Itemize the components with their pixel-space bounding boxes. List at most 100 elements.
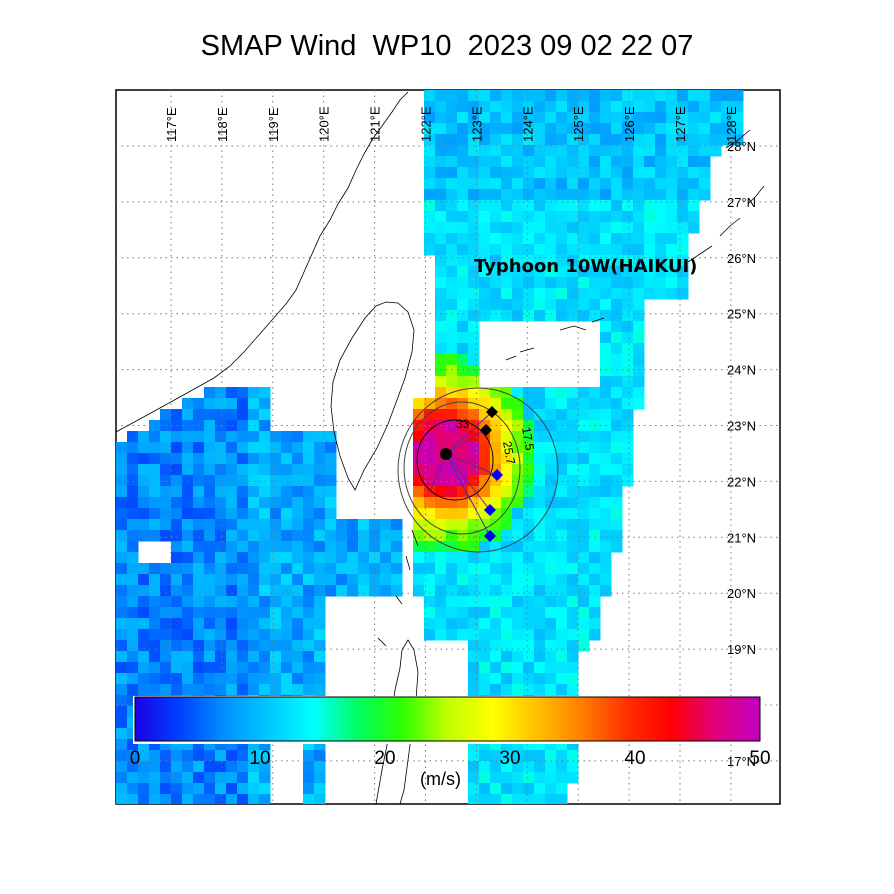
wind-cell	[468, 563, 480, 575]
wind-cell	[479, 618, 491, 630]
wind-cell	[468, 134, 480, 146]
wind-cell	[435, 585, 447, 597]
wind-cell	[611, 497, 623, 509]
wind-cell	[556, 772, 568, 784]
wind-cell	[457, 409, 469, 421]
wind-cell	[204, 530, 216, 542]
wind-cell	[303, 442, 315, 454]
wind-cell	[479, 222, 491, 234]
wind-cell	[193, 486, 205, 498]
wind-cell	[589, 453, 601, 465]
wind-cell	[248, 442, 260, 454]
wind-cell	[622, 123, 634, 135]
wind-cell	[160, 640, 172, 652]
wind-cell	[314, 585, 326, 597]
wind-cell	[303, 453, 315, 465]
wind-cell	[193, 475, 205, 487]
wind-cell	[160, 486, 172, 498]
wind-cell	[600, 321, 612, 333]
wind-cell	[391, 519, 403, 531]
wind-cell	[534, 794, 546, 804]
wind-cell	[490, 563, 502, 575]
wind-cell	[193, 684, 205, 696]
wind-cell	[435, 475, 447, 487]
wind-cell	[622, 156, 634, 168]
wind-cell	[160, 596, 172, 608]
wind-cell	[501, 640, 513, 652]
wind-cell	[215, 387, 227, 399]
wind-cell	[193, 761, 205, 773]
wind-cell	[534, 134, 546, 146]
wind-cell	[457, 519, 469, 531]
longitude-label: 123°E	[469, 106, 484, 142]
wind-cell	[215, 552, 227, 564]
wind-cell	[589, 299, 601, 311]
wind-cell	[160, 519, 172, 531]
wind-cell	[116, 684, 128, 696]
wind-cell	[677, 156, 689, 168]
wind-cell	[688, 156, 700, 168]
wind-cell	[556, 112, 568, 124]
wind-cell	[259, 673, 271, 685]
wind-cell	[226, 387, 238, 399]
wind-cell	[523, 783, 535, 795]
wind-cell	[490, 255, 502, 267]
radii-spokes	[429, 411, 498, 537]
wind-cell	[226, 662, 238, 674]
wind-cell	[182, 552, 194, 564]
wind-cell	[127, 486, 139, 498]
wind-cell	[292, 475, 304, 487]
wind-cell	[633, 398, 645, 410]
wind-cell	[534, 398, 546, 410]
wind-cell	[578, 574, 590, 586]
wind-cell	[215, 442, 227, 454]
wind-cell	[248, 651, 260, 663]
wind-cell	[446, 112, 458, 124]
wind-cell	[512, 629, 524, 641]
wind-cell	[435, 453, 447, 465]
wind-cell	[677, 266, 689, 278]
wind-cell	[248, 409, 260, 421]
wind-cell	[490, 508, 502, 520]
wind-cell	[446, 189, 458, 201]
wind-cell	[160, 750, 172, 762]
wind-cell	[611, 244, 623, 256]
wind-cell	[468, 761, 480, 773]
wind-cell	[589, 156, 601, 168]
wind-cell	[611, 376, 623, 388]
wind-cell	[534, 431, 546, 443]
wind-cell	[622, 167, 634, 179]
wind-cell	[567, 409, 579, 421]
wind-cell	[237, 662, 249, 674]
wind-cell	[611, 409, 623, 421]
wind-cell	[578, 519, 590, 531]
wind-cell	[589, 200, 601, 212]
wind-cell	[160, 761, 172, 773]
wind-cell	[600, 200, 612, 212]
wind-cell	[578, 431, 590, 443]
wind-cell	[160, 497, 172, 509]
wind-cell	[589, 629, 601, 641]
wind-cell	[237, 750, 249, 762]
wind-cell	[644, 123, 656, 135]
wind-cell	[468, 123, 480, 135]
wind-cell	[655, 244, 667, 256]
wind-cell	[589, 585, 601, 597]
wind-cell	[204, 563, 216, 575]
wind-cell	[589, 255, 601, 267]
wind-cell	[611, 277, 623, 289]
wind-cell	[226, 530, 238, 542]
wind-cell	[578, 299, 590, 311]
wind-cell	[424, 178, 436, 190]
wind-cell	[127, 442, 139, 454]
contour-label-33: 33	[456, 417, 470, 431]
wind-cell	[259, 387, 271, 399]
wind-cell	[380, 563, 392, 575]
longitude-label: 127°E	[673, 106, 688, 142]
wind-cell	[303, 574, 315, 586]
wind-cell	[303, 486, 315, 498]
wind-cell	[303, 530, 315, 542]
wind-cell	[347, 530, 359, 542]
wind-cell	[512, 288, 524, 300]
wind-cell	[556, 167, 568, 179]
